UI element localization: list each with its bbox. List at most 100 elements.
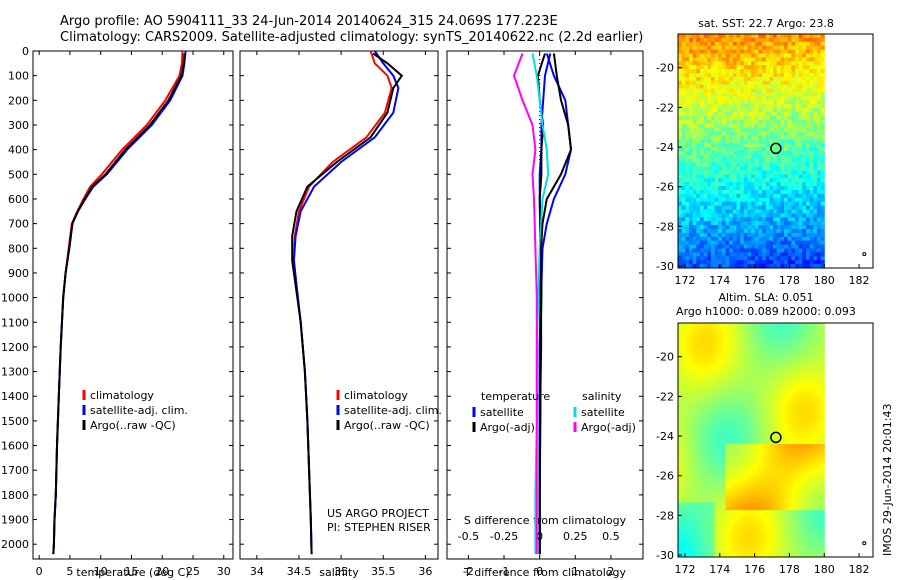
map-cell [791,96,796,101]
map-cell [776,205,781,210]
map-cell [736,57,741,62]
map-cell [780,104,785,109]
map-cell [813,482,818,488]
map-cell [820,162,825,168]
map-cell [736,236,741,242]
map-cell [718,502,723,507]
map-cell [813,443,818,449]
s-tick-label: -0.5 [458,530,479,543]
map-cell [707,108,712,113]
map-cell [773,471,778,476]
map-cell [740,436,745,441]
map-cell [769,108,774,113]
map-cell [685,369,690,375]
map-cell [769,151,774,156]
map-cell [758,479,763,484]
map-cell [714,412,719,418]
map-cell [751,443,756,449]
map-cell [692,385,697,390]
map-cell [696,135,701,140]
map-cell [773,104,778,109]
map-cell [703,529,708,535]
map-cell [765,162,770,168]
map-cell [802,225,807,230]
x-tick-label: 35.5 [371,565,396,578]
map-cell [751,346,756,351]
map-cell [776,190,781,195]
map-cell [791,498,796,503]
map-cell [784,100,789,105]
map-cell [754,76,759,82]
map-cell [714,326,719,332]
map-cell [689,80,694,86]
map-cell [736,373,741,379]
map-cell [791,447,796,453]
map-cell [816,447,822,453]
map-cell [681,354,686,359]
map-cell [736,143,741,148]
map-cell [813,123,818,129]
map-cell [769,510,774,515]
map-cell [798,373,803,379]
map-cell [721,404,727,410]
map-cell [732,330,737,336]
map-cell [791,529,796,535]
map-cell [714,119,719,125]
map-cell [707,362,712,367]
map-cell [773,475,778,480]
map-cell [678,127,683,132]
map-cell [765,205,770,210]
map-cell [787,479,792,484]
map-cell [736,232,741,238]
map-cell [787,61,792,66]
map-cell [806,420,811,425]
map-cell [762,193,767,199]
map-cell [769,451,774,457]
map-cell [806,362,811,367]
map-cell [710,404,716,410]
map-cell [776,428,781,433]
map-cell [740,502,745,507]
map-cell [795,455,800,460]
map-cell [776,494,781,499]
map-cell [784,533,789,538]
map-cell [703,533,708,538]
map-cell [776,76,781,82]
map-cell [710,537,716,542]
map-cell [685,393,690,398]
map-cell [813,440,818,445]
map-cell [696,342,701,347]
map-cell [754,232,759,238]
map-cell [802,127,807,132]
map-cell [754,424,759,429]
map-cell [699,455,705,460]
map-cell [787,143,792,148]
map-cell [806,377,811,382]
map-cell [813,467,818,472]
map-cell [696,123,701,129]
map-cell [692,521,697,527]
map-cell [802,404,807,410]
map-cell [689,420,694,425]
map-cell [689,57,694,62]
map-cell [780,490,785,496]
series-line [52,50,184,555]
map-cell [754,193,759,199]
map-cell [780,467,785,472]
map-cell [696,84,701,90]
map-cell [696,330,701,336]
map-cell [743,217,748,222]
map-cell [703,447,708,453]
map-cell [678,158,683,164]
map-cell [710,447,716,453]
map-cell [703,41,708,47]
map-cell [751,264,756,269]
map-cell [725,135,730,140]
map-cell [703,201,708,207]
map-cell [710,412,716,418]
map-cell [725,362,730,367]
map-cell [747,443,752,449]
map-cell [762,369,767,375]
map-cell [802,521,807,527]
